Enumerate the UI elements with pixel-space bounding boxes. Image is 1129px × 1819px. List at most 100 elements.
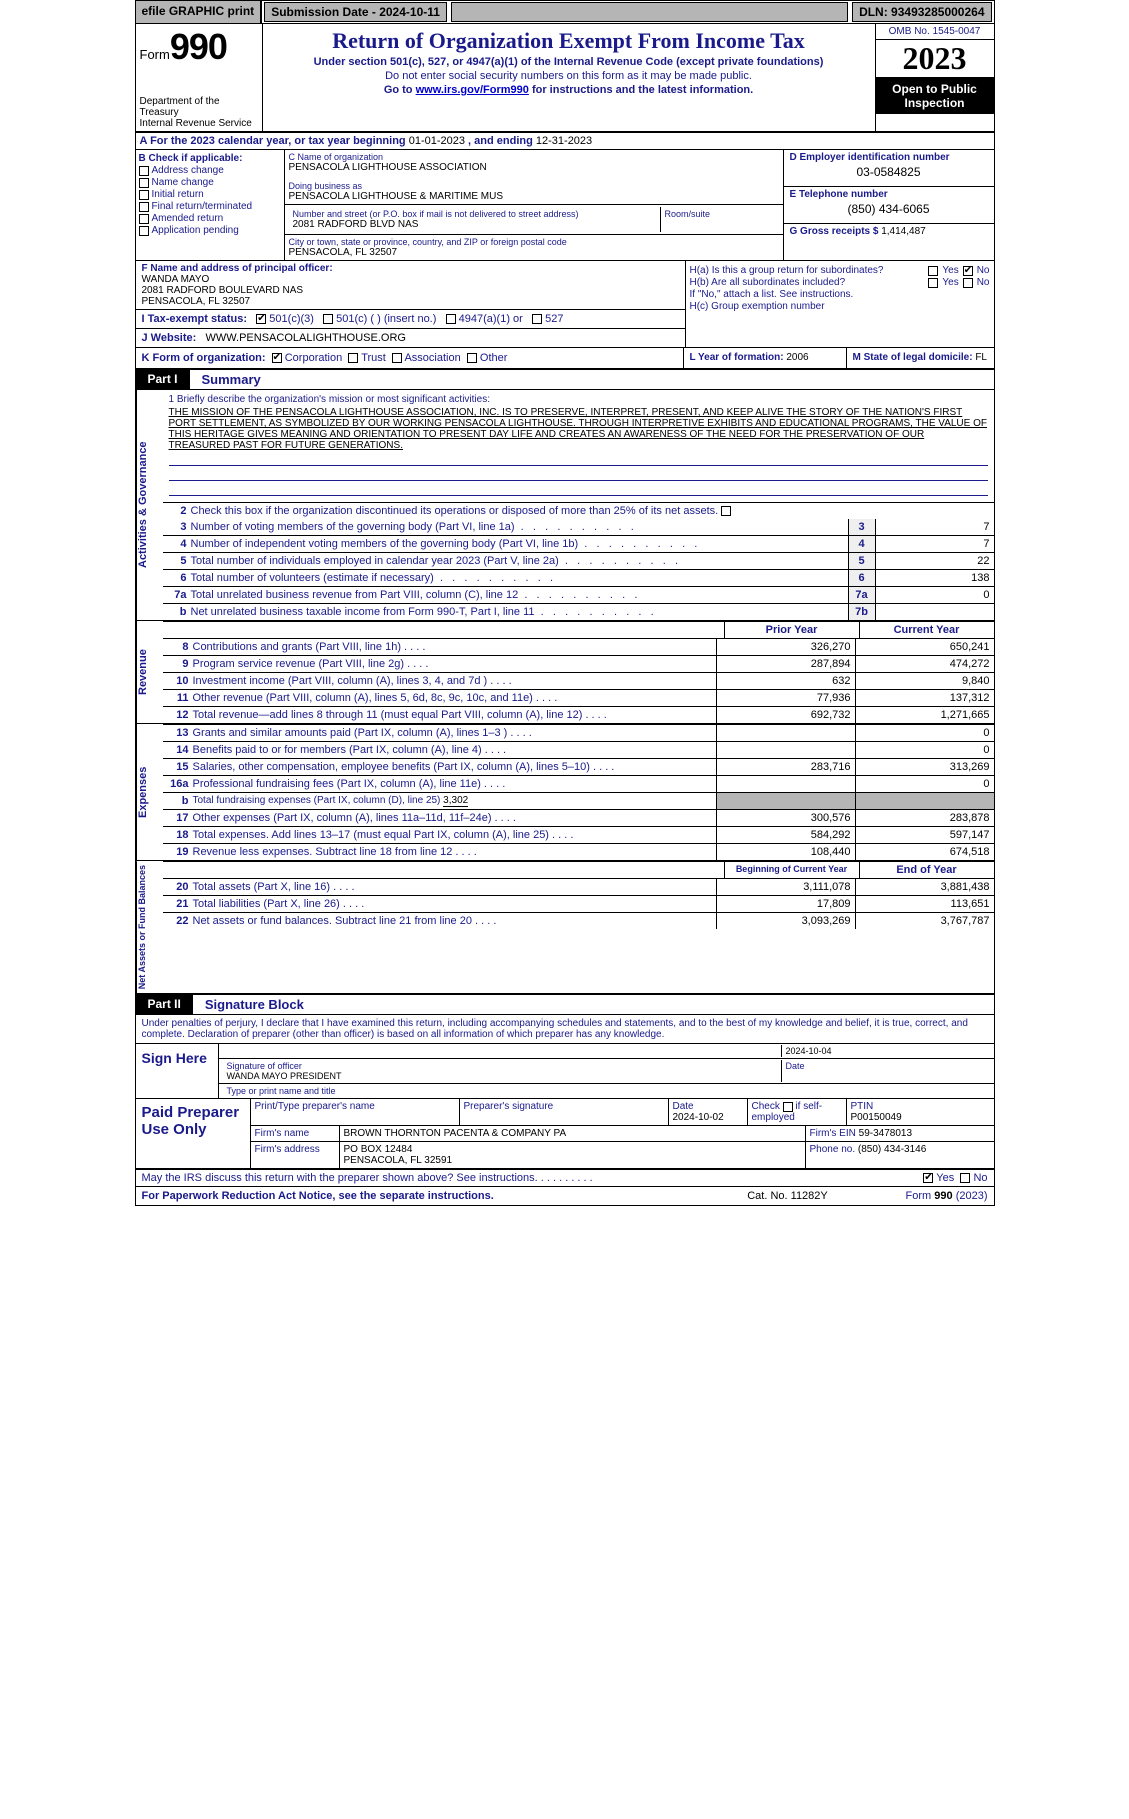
line-prior: 17,809 xyxy=(716,896,855,912)
paid-row-1: Print/Type preparer's name Preparer's si… xyxy=(251,1099,994,1126)
chk-name-change[interactable] xyxy=(139,178,149,188)
line-num: 8 xyxy=(163,639,191,655)
fin-line: 17 Other expenses (Part IX, column (A), … xyxy=(163,809,994,826)
line-value: 138 xyxy=(875,570,994,586)
city-label: City or town, state or province, country… xyxy=(289,237,779,247)
line-current: 283,878 xyxy=(855,810,994,826)
line-num: 18 xyxy=(163,827,191,843)
lbl-trust: Trust xyxy=(361,352,386,364)
line-current: 3,881,438 xyxy=(855,879,994,895)
sign-date-value: 2024-10-04 xyxy=(781,1045,990,1057)
line-prior: 287,894 xyxy=(716,656,855,672)
line-text: Contributions and grants (Part VIII, lin… xyxy=(191,639,716,655)
chk-may-yes[interactable] xyxy=(923,1173,933,1183)
line-2-text: Check this box if the organization disco… xyxy=(191,505,719,517)
ptin-value: P00150049 xyxy=(851,1112,902,1123)
chk-assoc[interactable] xyxy=(392,353,402,363)
info-block: B Check if applicable: Address change Na… xyxy=(136,150,994,261)
line-prior: 300,576 xyxy=(716,810,855,826)
chk-corp[interactable] xyxy=(272,353,282,363)
paid-preparer-label: Paid Preparer Use Only xyxy=(136,1099,251,1168)
form-990-page: efile GRAPHIC print Submission Date - 20… xyxy=(135,0,995,1206)
line-prior: 77,936 xyxy=(716,690,855,706)
chk-4947[interactable] xyxy=(446,314,456,324)
chk-line2[interactable] xyxy=(721,506,731,516)
lbl-ha-no: No xyxy=(977,265,990,276)
sig-label: Signature of officer xyxy=(227,1061,302,1071)
line-2-txt: Check this box if the organization disco… xyxy=(189,503,994,519)
irs-link[interactable]: www.irs.gov/Form990 xyxy=(416,84,529,96)
line-num: 11 xyxy=(163,690,191,706)
form-number: Form990 xyxy=(140,26,258,68)
mission-ul2 xyxy=(169,468,988,481)
line-current: 137,312 xyxy=(855,690,994,706)
na-header: Beginning of Current Year End of Year xyxy=(163,861,994,878)
exp-lines-2: 17 Other expenses (Part IX, column (A), … xyxy=(163,809,994,860)
line-a-begin: 01-01-2023 xyxy=(409,135,465,147)
line-num: 7a xyxy=(163,587,189,603)
form-word: Form xyxy=(140,47,170,62)
box-j-label: J Website: xyxy=(142,332,197,344)
dba-label: Doing business as xyxy=(289,181,779,191)
chk-amended-return[interactable] xyxy=(139,214,149,224)
chk-trust[interactable] xyxy=(348,353,358,363)
firm-phone-cell: Phone no. (850) 434-3146 xyxy=(806,1142,994,1168)
box-m: M State of legal domicile: FL xyxy=(847,348,993,368)
chk-hb-yes[interactable] xyxy=(928,278,938,288)
sign-name-label-row: Type or print name and title xyxy=(219,1084,994,1098)
may-discuss-text: May the IRS discuss this return with the… xyxy=(142,1172,924,1184)
chk-app-pending[interactable] xyxy=(139,226,149,236)
line-current: 474,272 xyxy=(855,656,994,672)
line-box: 7a xyxy=(848,587,875,603)
chk-501c[interactable] xyxy=(323,314,333,324)
chk-hb-no[interactable] xyxy=(963,278,973,288)
rev-lines: 8 Contributions and grants (Part VIII, l… xyxy=(163,638,994,723)
org-name-label: C Name of organization xyxy=(289,152,779,162)
na-section: Net Assets or Fund Balances Beginning of… xyxy=(136,861,994,995)
chk-501c3[interactable] xyxy=(256,314,266,324)
chk-may-no[interactable] xyxy=(960,1173,970,1183)
exp-section: Expenses 13 Grants and similar amounts p… xyxy=(136,724,994,861)
line-text: Total unrelated business revenue from Pa… xyxy=(189,587,848,603)
room-label: Room/suite xyxy=(665,209,775,219)
line-num: 6 xyxy=(163,570,189,586)
fin-line: 21 Total liabilities (Part X, line 26) .… xyxy=(163,895,994,912)
rev-section: Revenue Prior Year Current Year 8 Contri… xyxy=(136,621,994,724)
na-vlabel: Net Assets or Fund Balances xyxy=(136,861,163,993)
line-current: 1,271,665 xyxy=(855,707,994,723)
chk-final-return[interactable] xyxy=(139,202,149,212)
chk-527[interactable] xyxy=(532,314,542,324)
box-c: C Name of organization PENSACOLA LIGHTHO… xyxy=(285,150,784,260)
irs-label: Internal Revenue Service xyxy=(140,118,258,129)
chk-ha-yes[interactable] xyxy=(928,266,938,276)
line-current: 0 xyxy=(855,742,994,758)
chk-self-employed[interactable] xyxy=(783,1102,793,1112)
part1-title: Summary xyxy=(190,370,273,389)
exp-lines: 13 Grants and similar amounts paid (Part… xyxy=(163,724,994,792)
gov-line: b Net unrelated business taxable income … xyxy=(163,603,994,620)
paid-row-3: Firm's address PO BOX 12484 PENSACOLA, F… xyxy=(251,1142,994,1168)
line-text: Other expenses (Part IX, column (A), lin… xyxy=(191,810,716,826)
officer-name: WANDA MAYO xyxy=(142,274,210,285)
chk-ha-no[interactable] xyxy=(963,266,973,276)
lbl-hb-yes: Yes xyxy=(942,277,958,288)
prep-selfemp-cell: Check if self-employed xyxy=(748,1099,847,1125)
room-cell: Room/suite xyxy=(661,207,779,232)
line-current: 313,269 xyxy=(855,759,994,775)
line-16b-val: 3,302 xyxy=(443,795,468,807)
chk-other[interactable] xyxy=(467,353,477,363)
ein-label: D Employer identification number xyxy=(790,152,950,163)
chk-initial-return[interactable] xyxy=(139,190,149,200)
chk-address-change[interactable] xyxy=(139,166,149,176)
line-prior: 692,732 xyxy=(716,707,855,723)
ein-value: 03-0584825 xyxy=(790,165,988,179)
line-value xyxy=(875,604,994,620)
line-num: b xyxy=(163,604,189,620)
fin-line: 9 Program service revenue (Part VIII, li… xyxy=(163,655,994,672)
line-16b-c1 xyxy=(716,793,855,809)
line-num: 22 xyxy=(163,913,191,929)
box-j: J Website: WWW.PENSACOLALIGHTHOUSE.ORG xyxy=(136,328,685,347)
gov-line: 5 Total number of individuals employed i… xyxy=(163,552,994,569)
line-num: 5 xyxy=(163,553,189,569)
paperwork-notice: For Paperwork Reduction Act Notice, see … xyxy=(142,1190,728,1202)
